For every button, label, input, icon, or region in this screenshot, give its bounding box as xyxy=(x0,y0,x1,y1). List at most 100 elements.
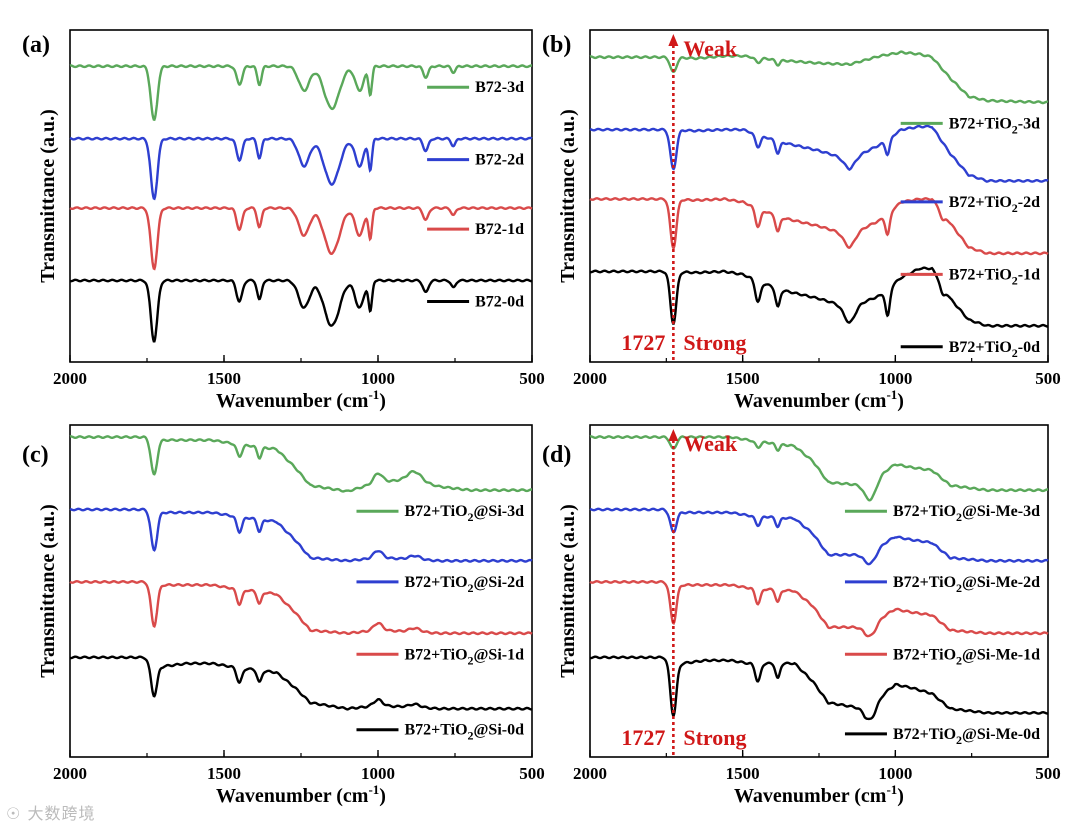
legend-label-part: @Si-Me-0d xyxy=(962,726,1040,743)
y-axis-title: Transmittance (a.u.) xyxy=(37,109,59,283)
legend-label-part: -2d xyxy=(1018,194,1040,211)
legend-label-part: 2 xyxy=(1012,201,1018,215)
legend-label-part: 2 xyxy=(956,733,962,747)
series-line-B72+TiO2@Si-Me-0d xyxy=(589,655,1048,721)
legend-label-part: 2 xyxy=(1012,273,1018,287)
x-tick-label: 2000 xyxy=(53,369,87,388)
legend-label: B72-2d xyxy=(475,152,524,169)
legend-label: B72+TiO2-0d xyxy=(949,339,1040,360)
series-line-B72+TiO2@Si-Me-1d xyxy=(589,579,1049,638)
legend-label-part: 2 xyxy=(468,729,474,743)
x-axis-title-tail: ) xyxy=(379,390,386,412)
legend-label-part: @Si-3d xyxy=(474,503,525,520)
legend-label-part: B72+TiO xyxy=(404,646,467,663)
series-line-B72-0d xyxy=(69,278,532,343)
legend-label: B72+TiO2-3d xyxy=(949,115,1040,136)
series-line-B72-2d xyxy=(69,136,533,201)
legend-label: B72+TiO2@Si-0d xyxy=(404,722,524,743)
panel-label: (a) xyxy=(22,32,50,58)
legend-label-part: @Si-0d xyxy=(474,722,525,739)
legend-label-part: B72-1d xyxy=(475,221,524,238)
legend-label-part: 2 xyxy=(1012,346,1018,360)
legend-label: B72+TiO2-2d xyxy=(949,194,1040,215)
annotation-1727: 1727 xyxy=(621,725,665,750)
annotation-strong: Strong xyxy=(683,330,746,355)
legend-label-part: 2 xyxy=(468,581,474,595)
x-axis-title-main: Wavenumber (cm xyxy=(734,785,887,807)
watermark: ☉ 大数跨境 xyxy=(6,800,95,824)
x-tick-label: 1500 xyxy=(726,369,760,388)
series-line-B72+TiO2@Si-0d xyxy=(69,655,532,711)
legend-label-part: 2 xyxy=(1012,122,1018,136)
plot-frame xyxy=(589,424,1049,758)
legend-label-part: B72-3d xyxy=(475,79,524,96)
panel-label: (d) xyxy=(542,442,571,468)
x-tick-label: 2000 xyxy=(573,369,607,388)
x-axis-title-tail: ) xyxy=(897,785,904,807)
x-tick-label: 2000 xyxy=(573,764,607,783)
x-axis-title-tail: ) xyxy=(379,785,386,807)
series-line-B72-1d xyxy=(69,206,533,271)
x-tick-label: 500 xyxy=(519,369,545,388)
panel-a: 2000 1500 1000 500 Wavenumber (cm-1) Transmit… xyxy=(22,29,545,412)
x-tick-label: 1000 xyxy=(361,764,395,783)
legend-label-part: B72+TiO xyxy=(404,503,467,520)
legend-label-part: B72+TiO xyxy=(893,574,956,591)
series-line-B72+TiO2@Si-Me-3d xyxy=(589,435,1048,502)
x-axis-title-sup: -1 xyxy=(886,387,897,402)
panel-b: 2000 1500 1000 500 Wavenumber (cm-1) Transmit… xyxy=(542,29,1061,412)
x-axis-title-sup: -1 xyxy=(886,782,897,797)
series-line-B72+TiO2@Si-1d xyxy=(69,579,533,636)
legend-label-part: B72-2d xyxy=(475,152,524,169)
x-axis-title-main: Wavenumber (cm xyxy=(216,390,369,412)
legend-label-part: B72+TiO xyxy=(404,722,467,739)
legend-label-part: B72-0d xyxy=(475,294,524,311)
legend-label-part: -0d xyxy=(1018,339,1040,356)
legend-label-part: B72+TiO xyxy=(949,194,1012,211)
legend-label-part: B72+TiO xyxy=(949,339,1012,356)
series-line-B72+TiO2-1d xyxy=(589,197,1049,256)
x-tick-label: 500 xyxy=(1035,764,1061,783)
x-axis-title: Wavenumber (cm-1) xyxy=(734,782,904,807)
legend-label-part: 2 xyxy=(468,510,474,524)
legend-label-part: @Si-2d xyxy=(474,574,525,591)
legend-label-part: @Si-Me-3d xyxy=(962,503,1040,520)
legend-label: B72+TiO2@Si-Me-0d xyxy=(893,726,1040,747)
x-axis-title: Wavenumber (cm-1) xyxy=(216,387,386,412)
plot-frame xyxy=(69,29,533,363)
x-tick-label: 1000 xyxy=(878,369,912,388)
legend-label: B72-3d xyxy=(475,79,524,96)
y-axis-title: Transmittance (a.u.) xyxy=(37,504,59,678)
panel-d: 2000 1500 1000 500 Wavenumber (cm-1) Transmit… xyxy=(542,424,1061,807)
series-line-B72+TiO2-2d xyxy=(589,124,1049,183)
x-axis-title-sup: -1 xyxy=(368,782,379,797)
x-tick-label: 500 xyxy=(1035,369,1061,388)
x-tick-label: 1500 xyxy=(207,369,241,388)
watermark-icon: ☉ xyxy=(6,804,28,823)
series-line-B72+TiO2-3d xyxy=(589,50,1049,105)
x-tick-label: 1000 xyxy=(361,369,395,388)
watermark-text: 大数跨境 xyxy=(27,804,96,823)
x-axis-title-sup: -1 xyxy=(368,387,379,402)
legend-label: B72-0d xyxy=(475,294,524,311)
annotation-1727: 1727 xyxy=(621,330,665,355)
annotation-strong: Strong xyxy=(683,725,746,750)
series-line-B72-3d xyxy=(69,64,532,122)
series-line-B72+TiO2@Si-Me-2d xyxy=(589,507,1049,566)
legend-label: B72+TiO2@Si-Me-3d xyxy=(893,503,1040,524)
x-tick-label: 1500 xyxy=(726,764,760,783)
annotation-weak: Weak xyxy=(683,431,738,456)
series-line-B72+TiO2@Si-2d xyxy=(69,507,533,563)
legend-label-part: 2 xyxy=(956,581,962,595)
legend-label-part: -1d xyxy=(1018,266,1040,283)
legend-label-part: @Si-1d xyxy=(474,646,525,663)
x-axis-title-tail: ) xyxy=(897,390,904,412)
legend-label-part: @Si-Me-1d xyxy=(962,646,1040,663)
x-axis-title: Wavenumber (cm-1) xyxy=(216,782,386,807)
x-axis-title-main: Wavenumber (cm xyxy=(734,390,887,412)
legend-label-part: 2 xyxy=(956,510,962,524)
marker-arrow-head xyxy=(668,34,679,46)
legend-label-part: -3d xyxy=(1018,115,1040,132)
legend-label: B72-1d xyxy=(475,221,524,238)
annotation-weak: Weak xyxy=(683,36,738,61)
